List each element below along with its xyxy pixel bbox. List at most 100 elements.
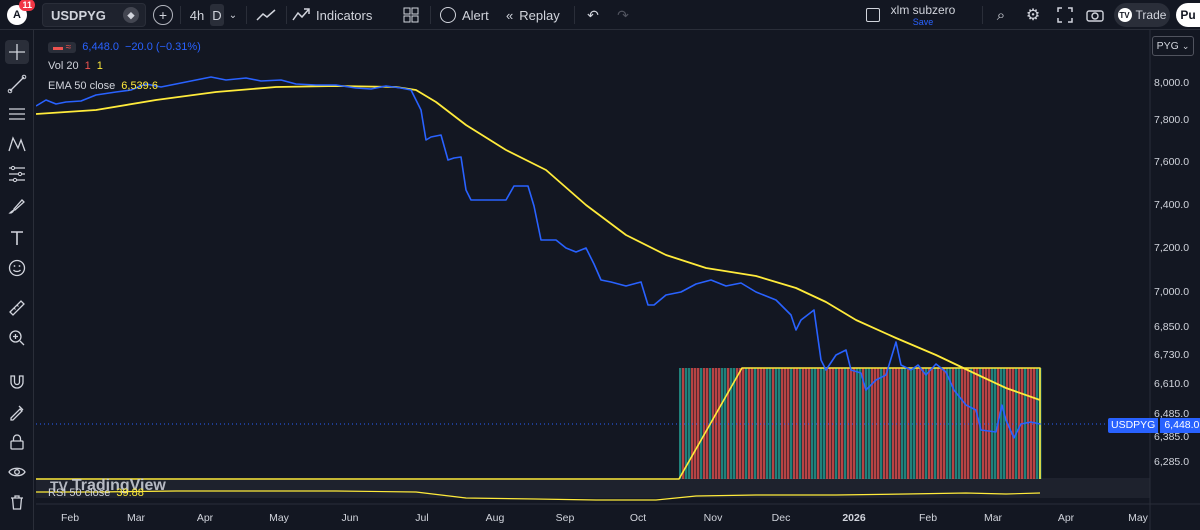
vol-bar-down	[973, 368, 976, 479]
vol-bar-down	[982, 368, 985, 479]
symbol-diamond-icon[interactable]: ◆	[123, 7, 139, 23]
compare-add-icon[interactable]: +	[152, 0, 174, 30]
undo-icon[interactable]: ↶	[587, 6, 599, 23]
emoji-icon[interactable]	[5, 256, 29, 280]
vol-bar-down	[928, 368, 931, 479]
current-price-tag: USDPYG 6,448.0	[1108, 418, 1200, 433]
publish-button[interactable]: Pu	[1176, 3, 1200, 27]
vol-bar-down	[886, 368, 889, 479]
vol-bar-up	[946, 368, 949, 479]
price-label: 7,600.0	[1154, 156, 1190, 168]
crosshair-icon[interactable]	[5, 40, 29, 64]
legend-toggle-icon[interactable]: ▬ ≈	[48, 41, 77, 53]
chart-type-line-icon[interactable]	[254, 0, 278, 30]
vol-bar-up	[925, 368, 928, 479]
layouts-grid-icon[interactable]	[400, 0, 422, 30]
time-label: Mar	[126, 512, 146, 524]
currency-selector[interactable]: PYG ⌄	[1152, 36, 1194, 56]
magnet-icon[interactable]	[5, 370, 29, 394]
ruler-icon[interactable]	[5, 296, 29, 320]
tradingview-logo-icon[interactable]: A 11	[4, 0, 35, 30]
text-tool-icon[interactable]	[5, 226, 29, 250]
rsi-value: 39.88	[116, 487, 144, 499]
camera-icon[interactable]	[1084, 0, 1106, 30]
vol-bar-down	[748, 368, 751, 479]
time-label: Feb	[60, 512, 80, 524]
vol-bar-down	[793, 368, 796, 479]
time-label: Oct	[629, 512, 647, 524]
vol-bar-down	[694, 368, 697, 479]
interval-chevron-down-icon[interactable]: ⌄	[228, 9, 238, 21]
vol-bar-up	[754, 368, 757, 479]
ema-value: 6,539.6	[121, 80, 158, 92]
trend-line-icon[interactable]	[5, 72, 29, 96]
vol-bar-down	[781, 368, 784, 479]
fullscreen-icon[interactable]	[1054, 0, 1076, 30]
forecasting-icon[interactable]	[5, 162, 29, 186]
settings-gear-icon[interactable]: ⚙	[1025, 7, 1041, 24]
alert-label: Alert	[462, 7, 489, 23]
vol-bar-down	[1012, 368, 1015, 479]
symbol-search-box[interactable]: USDPYG ◆	[42, 3, 146, 27]
vol-value-2: 1	[96, 60, 103, 72]
zoom-in-icon[interactable]	[5, 326, 29, 350]
replay-rewind-icon: «	[506, 7, 514, 23]
top-toolbar: A 11 USDPYG ◆ + 4h D ⌄ Indicators Alert …	[0, 0, 1200, 30]
legend-ema-row[interactable]: EMA 50 close 6,539.6	[48, 80, 158, 92]
chart-area[interactable]: ▬ ≈ 6,448.0 −20.0 (−0.31%) Vol 20 1 1 EM…	[36, 30, 1200, 530]
layout-name-button[interactable]: xlm subzero Save	[886, 0, 960, 30]
vol-bar-down	[817, 368, 820, 479]
vol-bar-up	[970, 368, 973, 479]
vol-bar-up	[865, 368, 868, 479]
time-label: May	[1128, 512, 1148, 524]
legend-rsi-row[interactable]: RSI 50 close 39.88	[48, 487, 144, 499]
vol-bar-up	[700, 368, 703, 479]
time-label: Aug	[485, 512, 505, 524]
brush-icon[interactable]	[5, 194, 29, 218]
redo-icon[interactable]: ↷	[617, 6, 629, 23]
vol-bar-down	[976, 368, 979, 479]
interval-d-button[interactable]: D	[210, 4, 224, 26]
vol-bar-up	[724, 368, 727, 479]
eye-icon[interactable]	[5, 460, 29, 484]
quick-search-icon[interactable]: ⌕	[996, 6, 1006, 24]
fib-retracement-icon[interactable]	[5, 102, 29, 126]
time-label: Jul	[415, 512, 429, 524]
indicators-button[interactable]: Indicators	[292, 0, 374, 30]
vol-bar-down	[1030, 368, 1033, 479]
vol-bar-up	[904, 368, 907, 479]
lock-icon[interactable]	[5, 430, 29, 454]
vol-bar-down	[826, 368, 829, 479]
stay-in-drawing-mode-icon[interactable]	[5, 400, 29, 424]
vol-bar-down	[832, 368, 835, 479]
interval-4h-button[interactable]: 4h	[189, 7, 205, 23]
layout-checkbox-icon[interactable]	[864, 0, 882, 30]
vol-bar-down	[862, 368, 865, 479]
patterns-icon[interactable]	[5, 132, 29, 156]
replay-button[interactable]: « Replay	[506, 0, 566, 30]
trade-button[interactable]: TV Trade	[1114, 3, 1170, 27]
drawing-toolbar	[0, 30, 34, 530]
time-label: Apr	[1057, 512, 1075, 524]
legend-vol-row[interactable]: Vol 20 1 1	[48, 60, 103, 72]
vol-bar-down	[784, 368, 787, 479]
vol-bar-down	[742, 368, 745, 479]
alert-button[interactable]: Alert	[440, 0, 492, 30]
vol-bar-up	[769, 368, 772, 479]
vol-bar-up	[910, 368, 913, 479]
price-label: 6,485.0	[1154, 408, 1190, 420]
vol-bar-up	[766, 368, 769, 479]
chart-canvas[interactable]	[36, 30, 1200, 530]
tradingview-small-logo-icon: TV	[1117, 8, 1132, 22]
vol-bar-down	[952, 368, 955, 479]
vol-bar-up	[778, 368, 781, 479]
vol-bar-up	[820, 368, 823, 479]
replay-label: Replay	[519, 7, 560, 23]
time-label: Mar	[983, 512, 1003, 524]
vol-bar-up	[901, 368, 904, 479]
price-label: 7,400.0	[1154, 199, 1190, 211]
trash-icon[interactable]	[5, 490, 29, 514]
notification-badge: 11	[19, 0, 35, 11]
layout-name: xlm subzero	[890, 2, 956, 17]
vol-bar-up	[730, 368, 733, 479]
